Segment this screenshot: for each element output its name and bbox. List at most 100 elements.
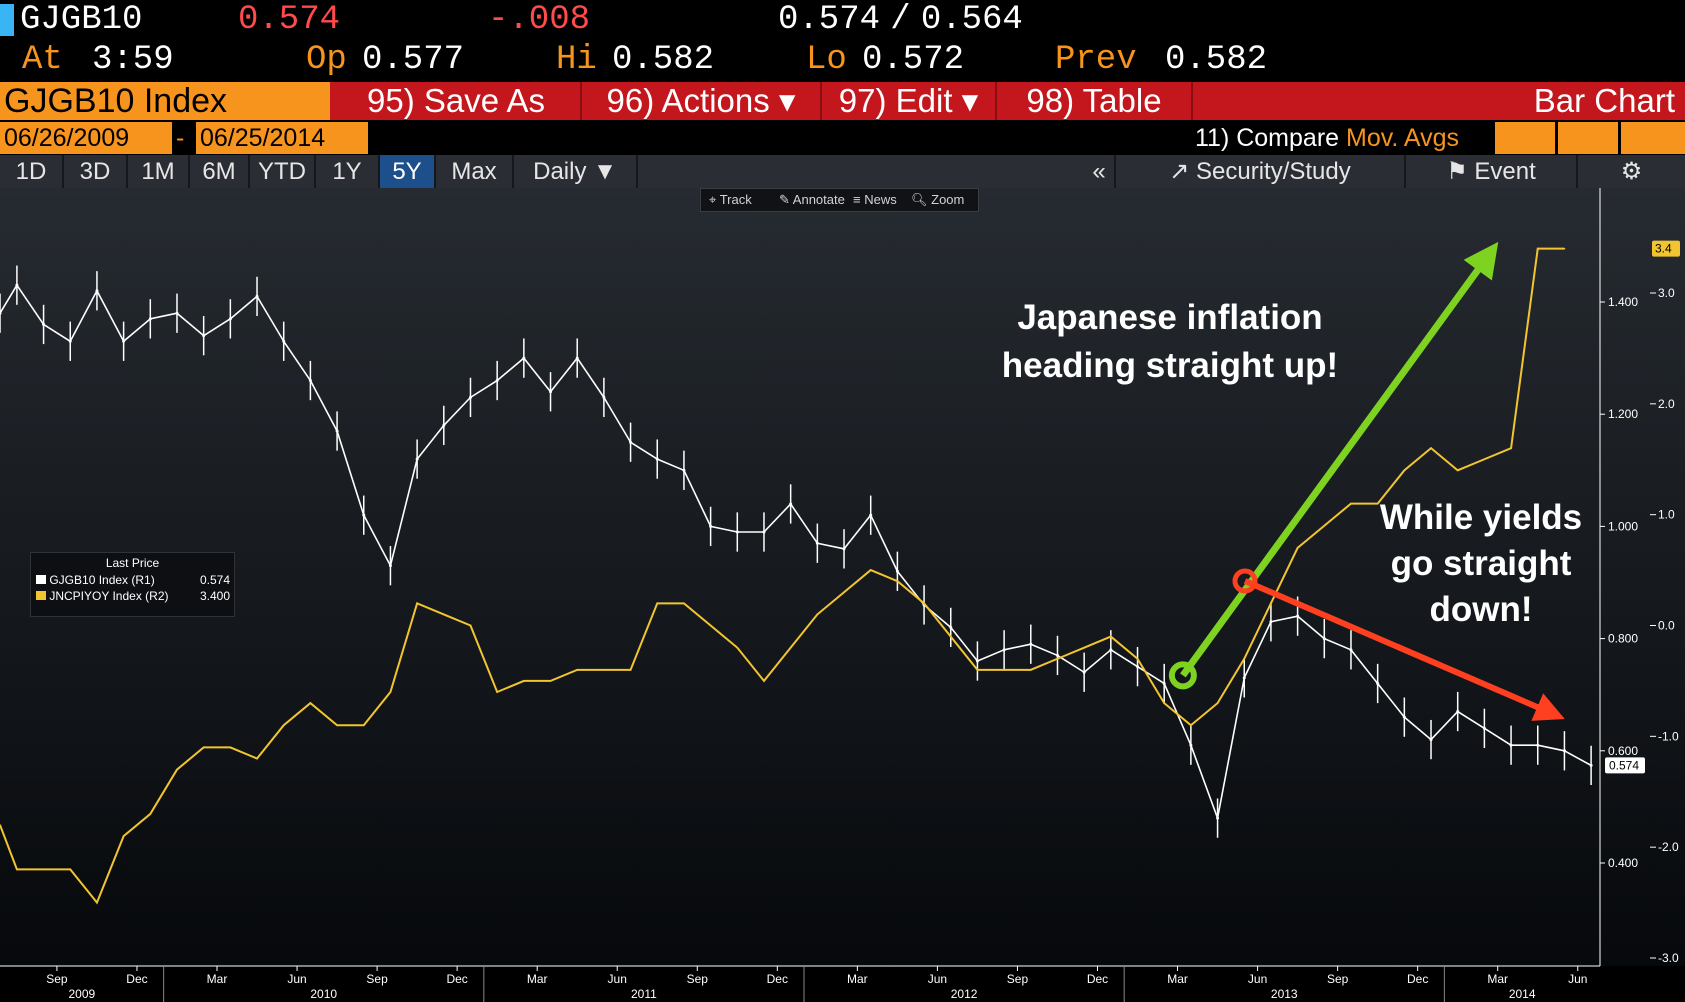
period-1m[interactable]: 1M (128, 155, 190, 188)
jncpiyoy-point (1510, 447, 1512, 449)
legend-swatch-yellow (36, 591, 46, 600)
series-line-jncpiyoy (0, 247, 1565, 905)
x-tick-label: Sep (1327, 972, 1349, 986)
jncpiyoy-point (1136, 657, 1139, 660)
end-date-field[interactable]: 06/25/2014 (196, 122, 368, 154)
period-ytd[interactable]: YTD (250, 155, 316, 188)
legend-item-jncpiyoy: JNCPIYOY Index (R2) 3.400 (36, 589, 230, 603)
year-label: 2012 (951, 987, 978, 1001)
period-1y[interactable]: 1Y (316, 155, 380, 188)
period-max[interactable]: Max (436, 155, 514, 188)
track-tool[interactable]: ⌖ Track (709, 192, 752, 207)
r2-tick-label: 0.0 (1658, 619, 1675, 633)
jncpiyoy-point (1376, 502, 1379, 505)
track-label: Track (719, 192, 752, 207)
gjgb10-point (148, 317, 152, 321)
jncpiyoy-point (96, 901, 98, 904)
start-date-field[interactable]: 06/26/2009 (0, 122, 172, 154)
jncpiyoy-point (1296, 547, 1299, 549)
gjgb10-point (1322, 637, 1326, 641)
event-button[interactable]: ⚑ Event (1406, 155, 1578, 188)
jncpiyoy-point (1190, 724, 1192, 727)
chart-legend: Last Price GJGB10 Index (R1) 0.574 JNCPI… (30, 552, 235, 617)
gjgb10-point (362, 513, 366, 517)
table-button[interactable]: 98) Table (997, 82, 1193, 120)
yields-annotation-line: down! (1429, 590, 1532, 629)
security-input[interactable]: GJGB10 Index (0, 82, 330, 120)
jncpiyoy-point (0, 824, 1, 826)
compare-slot-1[interactable] (1495, 122, 1555, 154)
x-tick-label: Dec (1087, 972, 1108, 986)
r2-tick-label: 3.0 (1658, 286, 1675, 300)
jncpiyoy-point (523, 680, 525, 682)
jncpiyoy-point (709, 624, 712, 627)
jncpiyoy-point (789, 646, 792, 649)
jncpiyoy-point (1456, 469, 1459, 472)
gjgb10-point (495, 379, 499, 383)
news-tool[interactable]: ≡ News (853, 192, 897, 207)
chart-study-icon: ↗ (1169, 158, 1190, 185)
gjgb10-point (468, 395, 472, 399)
jncpiyoy-point (1563, 247, 1566, 250)
inflation-up-arrow (1180, 241, 1499, 678)
jncpiyoy-point (469, 624, 472, 627)
jncpiyoy-point (683, 602, 685, 605)
yields-down-arrow (1243, 578, 1565, 721)
zoom-tool[interactable]: 🔍︎ Zoom (911, 192, 965, 207)
x-tick-label: Dec (767, 972, 788, 986)
r2-tick-label: -2.0 (1658, 840, 1679, 854)
gjgb10-point (42, 322, 46, 326)
gjgb10-point (1082, 670, 1086, 674)
x-tick-label: Mar (847, 972, 868, 986)
r1-tick-label: 1.400 (1608, 295, 1638, 309)
bid-ask: 0.574 / 0.564 (778, 1, 1023, 39)
gjgb10-point (308, 379, 312, 383)
quote-time: 3:59 (92, 41, 174, 79)
gjgb10-point (1509, 743, 1513, 747)
chart-area[interactable]: 1.400 1.200 1.000 0.800 0.600 0.400 3.0 2.0 1.0 0… (0, 188, 1685, 1002)
compare-control[interactable]: 11) Compare Mov. Avgs (1195, 122, 1459, 154)
gear-icon[interactable]: ⚙ (1620, 158, 1643, 185)
x-tick-label: Dec (1407, 972, 1428, 986)
actions-menu-button[interactable]: 96) Actions ▾ (582, 82, 822, 120)
chart-type-label: Bar Chart (1533, 82, 1675, 119)
period-1d[interactable]: 1D (0, 155, 64, 188)
annotate-label: Annotate (792, 192, 845, 207)
gjgb10-point (122, 339, 126, 343)
year-label: 2014 (1509, 987, 1536, 1001)
gjgb10-point (1349, 648, 1353, 652)
collapse-button[interactable]: « (1084, 155, 1116, 188)
jncpiyoy-point (1243, 657, 1246, 660)
jncpiyoy-point (576, 669, 579, 671)
security-study-button[interactable]: ↗ Security/Study (1116, 155, 1406, 188)
edit-menu-button[interactable]: 97) Edit ▾ (822, 82, 997, 120)
series-line-gjgb10 (0, 284, 1592, 819)
r2-tick-label: 2.0 (1658, 397, 1675, 411)
jncpiyoy-point (1163, 702, 1166, 704)
gjgb10-point (442, 423, 446, 427)
open-value: 0.577 (362, 41, 465, 79)
legend-title: Last Price (105, 556, 160, 570)
compare-slot-3[interactable] (1621, 122, 1685, 154)
compare-slot-2[interactable] (1558, 122, 1618, 154)
gjgb10-point (522, 356, 526, 360)
jncpiyoy-point (149, 813, 152, 815)
gjgb10-point (1136, 665, 1140, 669)
r1-tick-label: 1.000 (1608, 519, 1638, 533)
frequency-dropdown[interactable]: Daily ▼ (514, 155, 638, 188)
gjgb10-point (869, 513, 873, 517)
jncpiyoy-point (496, 691, 498, 693)
annotate-tool[interactable]: ✎ Annotate (779, 192, 845, 207)
year-label: 2013 (1271, 987, 1298, 1001)
gjgb10-point (1269, 620, 1273, 624)
x-tick-label: Mar (207, 972, 228, 986)
period-5y[interactable]: 5Y (380, 155, 436, 188)
period-3d[interactable]: 3D (64, 155, 128, 188)
r1-tick-label: 0.400 (1608, 856, 1638, 870)
jncpiyoy-point (282, 724, 285, 727)
r1-tick-label: 1.200 (1608, 407, 1638, 421)
save-as-button[interactable]: 95) Save As (332, 82, 582, 120)
high-label: Hi (556, 41, 597, 79)
period-6m[interactable]: 6M (190, 155, 250, 188)
last-price: 0.574 (238, 1, 341, 39)
